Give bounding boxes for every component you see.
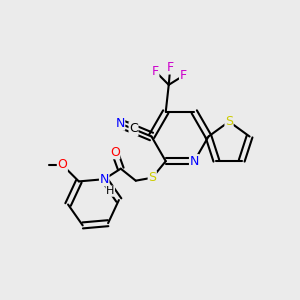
Text: O: O: [57, 158, 67, 171]
Text: F: F: [180, 69, 187, 82]
Text: N: N: [115, 117, 125, 130]
Text: N: N: [100, 173, 109, 186]
Text: O: O: [110, 146, 120, 159]
Text: F: F: [167, 61, 174, 74]
Text: H: H: [106, 186, 114, 196]
Text: S: S: [148, 171, 156, 184]
Text: F: F: [152, 65, 159, 78]
Text: C: C: [129, 122, 138, 136]
Text: S: S: [225, 115, 233, 128]
Text: N: N: [190, 155, 199, 168]
